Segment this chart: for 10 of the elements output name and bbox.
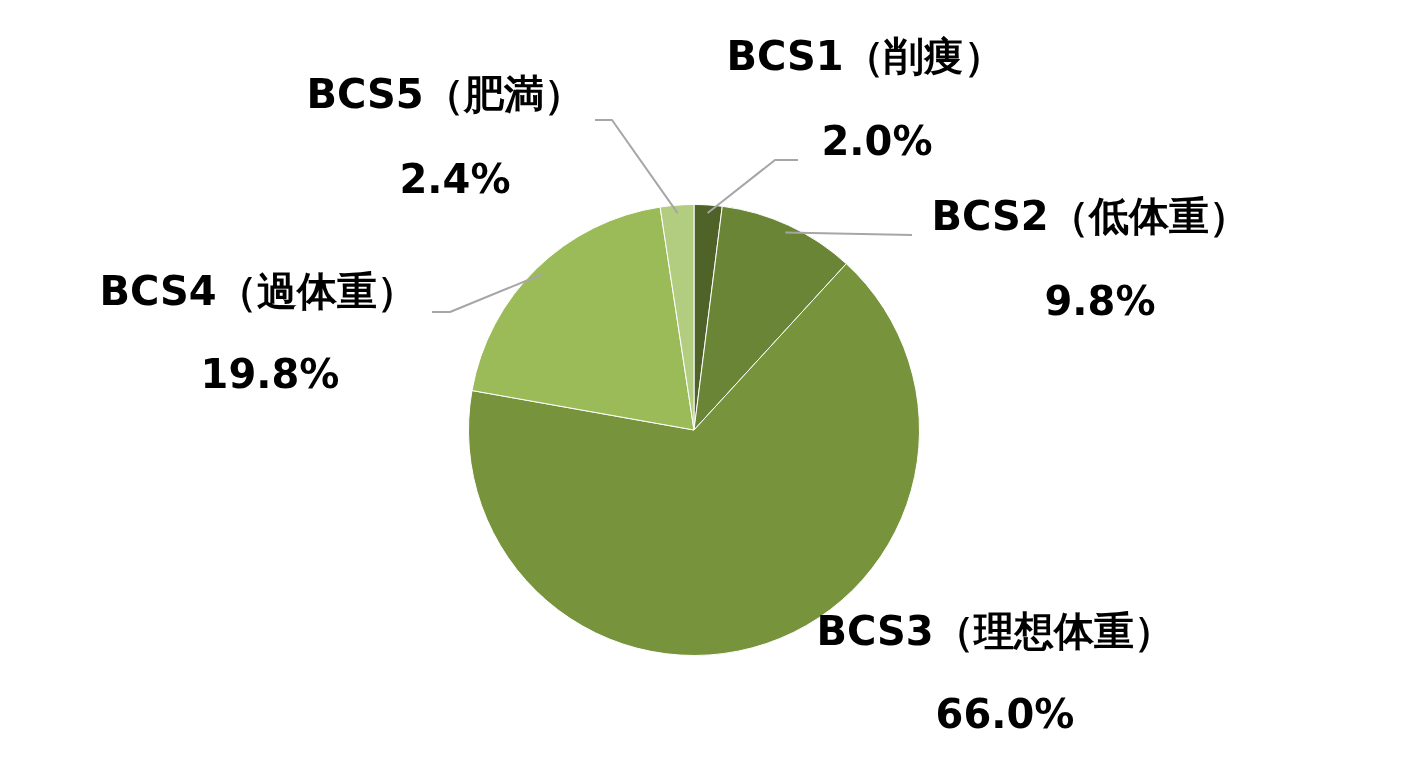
slice-label: BCS1（削痩）	[726, 33, 1004, 80]
data-label: 19.8%	[200, 351, 340, 398]
data-label: 9.8%	[1044, 278, 1156, 325]
slice-label: BCS5（肥満）	[306, 71, 584, 118]
data-label: 2.4%	[399, 156, 511, 203]
slice-label: BCS3（理想体重）	[816, 608, 1174, 655]
slice-label: BCS4（過体重）	[99, 268, 417, 315]
data-label: 66.0%	[935, 691, 1075, 738]
data-label: 2.0%	[821, 118, 933, 165]
slice-label: BCS2（低体重）	[931, 193, 1249, 240]
